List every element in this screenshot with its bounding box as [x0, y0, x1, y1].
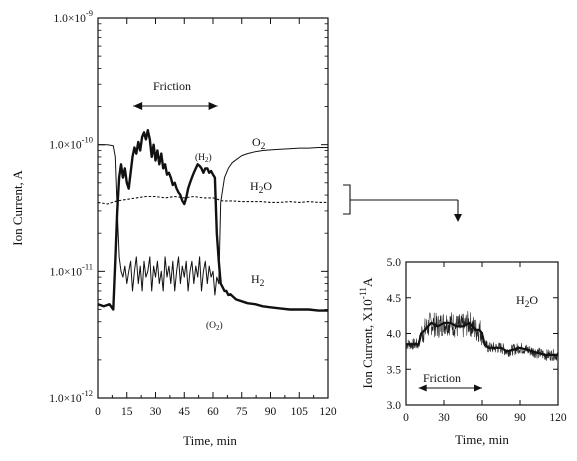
- left-friction-label: Friction: [153, 79, 191, 93]
- right-xtick-label: 60: [476, 412, 488, 424]
- right-chart: 3.0 3.5 4.0 4.5 5.0 0 30 60 90 120 Time, min Ion…: [359, 257, 567, 447]
- left-xtick-label: 75: [236, 406, 248, 418]
- right-ylabel: Ion Current, X10-11A: [359, 277, 375, 389]
- left-xtick-label: 30: [150, 406, 162, 418]
- left-xtick-label: 45: [179, 406, 191, 418]
- o2-paren-label: (O2): [206, 320, 223, 332]
- right-ytick-label: 5.0: [387, 257, 402, 269]
- left-xtick-label: 15: [121, 406, 133, 418]
- h2o-series-label: H2O: [250, 179, 272, 196]
- right-ytick-label: 3.5: [387, 364, 402, 376]
- right-ytick-label: 4.5: [387, 293, 402, 305]
- connector-arrow: [343, 184, 462, 222]
- right-ytick-label: 3.0: [387, 400, 402, 412]
- left-ytick-label: 1.0×10-10: [49, 135, 93, 152]
- left-plot-frame: [97, 17, 329, 399]
- left-xtick-label: 60: [207, 406, 219, 418]
- right-series-h2o-mean: [406, 321, 558, 356]
- left-xtick-label: 0: [95, 406, 101, 418]
- right-xtick-label: 30: [438, 412, 450, 424]
- left-ytick-label: 1.0×10-9: [54, 8, 93, 25]
- left-chart: 1.0×10-9 1.0×10-10 1.0×10-11 1.0×10-12 0 15 3…: [10, 8, 337, 448]
- right-friction-arrow: [418, 384, 482, 392]
- series-h2-line: [97, 128, 328, 312]
- left-ytick-label: 1.0×10-12: [49, 388, 93, 405]
- right-h2o-label: H2O: [516, 293, 538, 310]
- h2-paren-label: (H2): [195, 152, 212, 164]
- left-ytick-label: 1.0×10-11: [50, 261, 93, 278]
- left-xtick-label: 120: [319, 406, 337, 418]
- right-xtick-label: 0: [403, 412, 409, 424]
- right-xlabel: Time, min: [455, 432, 509, 447]
- h2-series-label: H2: [251, 272, 265, 289]
- right-friction-label: Friction: [423, 371, 461, 385]
- right-xtick-label: 90: [514, 412, 526, 424]
- left-xtick-label: 90: [265, 406, 277, 418]
- left-xlabel: Time, min: [183, 433, 237, 448]
- o2-series-label: O2: [252, 135, 266, 152]
- right-ytick-label: 4.0: [387, 329, 402, 341]
- left-friction-arrow: [133, 102, 218, 110]
- series-h2o-line: [97, 195, 328, 205]
- left-ylabel: Ion Current, A: [10, 170, 25, 246]
- right-xtick-label: 120: [549, 412, 567, 424]
- left-xtick-label: 105: [291, 406, 309, 418]
- series-o2-line: [98, 144, 328, 296]
